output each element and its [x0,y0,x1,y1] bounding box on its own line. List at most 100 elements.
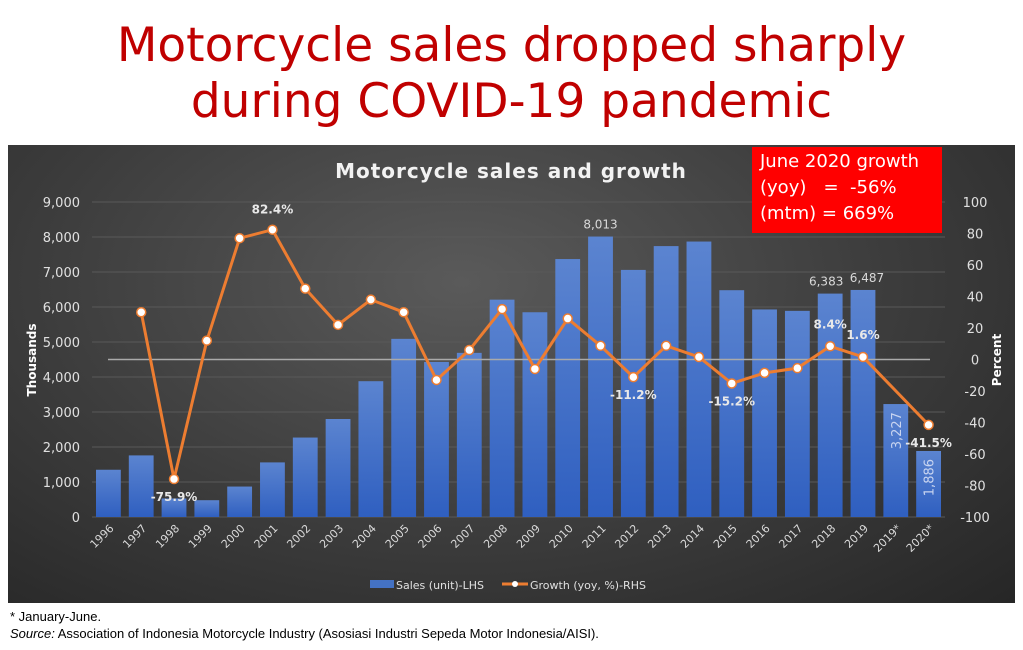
growth-point [267,224,278,235]
sales-bar [260,462,285,517]
footnotes: * January-June. Source: Association of I… [10,608,599,642]
y2-tick-label: 20 [967,322,984,337]
y-tick-label: 7,000 [43,266,80,281]
growth-point [693,351,705,363]
combo-chart: Motorcycle sales and growth 0 1,000 2,000 3,… [25,159,1004,592]
y-tick-label: 2,000 [43,441,80,456]
x-tick-label: 2009 [514,522,543,551]
bar-data-label: 8,013 [583,218,617,232]
growth-line [139,227,930,480]
sales-bar [883,404,909,517]
y2-tick-label: -40 [964,417,985,432]
x-tick-label: 1997 [120,522,149,551]
y2-tick-label: 80 [967,228,984,243]
sales-bar [620,269,646,517]
x-tick-label: 2001 [252,522,281,551]
growth-data-label: -75.9% [151,490,198,504]
x-tick-label: 2006 [416,522,445,551]
sales-bar [653,246,679,517]
x-tick-label: 1999 [186,522,215,551]
sales-bar [292,437,318,517]
sales-bar [325,419,351,517]
growth-point [562,313,573,324]
y-tick-label: 1,000 [43,476,80,491]
y2-tick-label: 40 [967,291,984,306]
x-tick-label: 2017 [776,522,805,551]
sales-bar [161,498,187,517]
x-tick-label: 2012 [612,522,641,551]
growth-point [857,351,869,363]
x-tick-label: 2008 [481,522,510,551]
sales-bar [489,299,515,517]
growth-point [431,374,442,386]
footnote: * January-June. [10,609,102,624]
x-tick-label: 2014 [678,522,707,551]
x-tick-label: 2011 [580,522,609,551]
growth-data-label: 82.4% [252,203,294,217]
sales-bar [424,361,449,517]
x-tick-label: 2005 [383,522,412,551]
x-tick-label: 2020* [904,522,937,555]
sales-bar [96,469,121,517]
sales-bar [555,259,581,517]
growth-data-label: 1.6% [846,328,879,342]
headline-line-1: Motorcycle sales dropped sharply [116,18,907,73]
sales-bar [916,450,941,517]
x-tick-label: 1996 [88,522,117,551]
sales-bar [784,310,810,517]
y2-tick-label: -60 [964,448,985,463]
y-tick-label: 4,000 [43,371,80,386]
callout-line-1: June 2020 growth [760,151,920,172]
x-tick-label: 2019 [842,522,871,551]
growth-data-label: -11.2% [610,388,657,402]
y2-tick-label: -20 [964,385,985,400]
growth-data-label: 8.4% [814,317,847,331]
growth-point [365,294,377,305]
growth-point [595,340,606,352]
sales-bar [456,352,482,517]
growth-point [759,367,770,379]
legend-sales: Sales (unit)-LHS [396,579,484,592]
y-tick-label: 8,000 [43,231,80,246]
y-tick-label: 6,000 [43,301,80,316]
growth-point [201,335,213,346]
x-tick-label: 2004 [350,522,379,551]
y2-tick-label: -100 [960,511,990,526]
y2-tick-label: 60 [967,259,984,274]
x-tick-label: 1998 [153,522,182,551]
y-tick-label: 0 [72,511,80,526]
bar-data-label: 6,487 [850,271,884,285]
sales-bar [686,241,712,518]
x-tick-label: 2003 [317,522,346,551]
growth-point [792,362,803,374]
x-tick-label: 2016 [744,522,773,551]
x-tick-label: 2019* [871,522,904,555]
growth-callout: June 2020 growth (yoy) = -56% (mtm) = 66… [752,147,942,233]
legend-line-marker [512,581,518,587]
growth-point [726,378,737,389]
growth-point [628,371,639,383]
legend-growth: Growth (yoy, %)-RHS [530,579,646,592]
sales-bar [227,486,253,517]
sales-bar [817,293,843,517]
sales-bar [128,455,154,517]
sales-bar [194,500,220,517]
callout-line-2: (yoy) = -56% [760,177,897,198]
x-tick-label: 2015 [711,522,740,551]
growth-point [923,419,934,431]
legend-bar-swatch [370,580,394,588]
y2-axis-label: Percent [990,334,1004,387]
headline-line-2: during COVID-19 pandemic [190,74,833,129]
y-tick-label: 9,000 [43,196,80,211]
growth-point [234,232,245,244]
growth-point [168,473,180,485]
growth-point [135,307,147,318]
sales-bar [358,381,384,517]
x-tick-label: 2007 [448,522,477,551]
growth-point [464,344,475,356]
growth-point [529,363,541,375]
sales-bar [850,289,876,517]
x-tick-label: 2013 [645,522,674,551]
y-tick-label: 5,000 [43,336,80,351]
y2-tick-label: -80 [964,480,985,495]
